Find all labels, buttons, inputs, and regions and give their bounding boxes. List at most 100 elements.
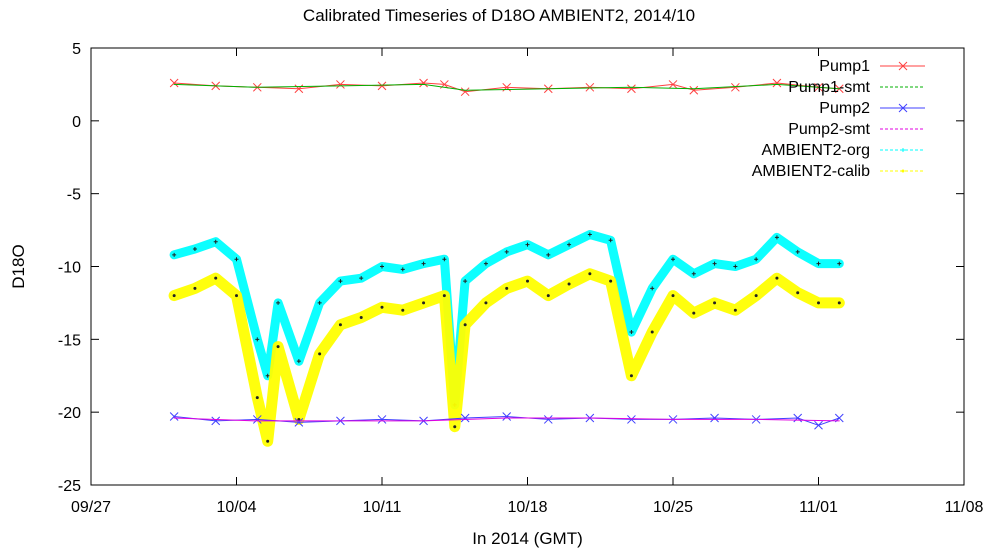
- data-point: [837, 301, 841, 305]
- data-point: [608, 238, 613, 243]
- data-point: [543, 415, 553, 424]
- data-point: [453, 425, 457, 429]
- legend-label: Pump2-smt: [788, 121, 870, 138]
- series-pump2-smt: [173, 417, 840, 422]
- legend-label: Pump2: [819, 100, 870, 117]
- data-point: [668, 80, 678, 89]
- data-point: [775, 276, 779, 280]
- data-point: [463, 279, 468, 284]
- data-point: [169, 412, 179, 421]
- data-point: [772, 78, 782, 88]
- data-point: [169, 78, 179, 88]
- data-point: [588, 272, 592, 276]
- data-point: [214, 276, 218, 280]
- data-point: [774, 235, 779, 240]
- data-point: [733, 308, 737, 312]
- y-tick-label: 5: [72, 41, 81, 58]
- legend-label: Pump1-smt: [788, 79, 870, 96]
- series-pump1-smt: [173, 83, 840, 91]
- data-point: [733, 264, 738, 269]
- series-line: [173, 417, 840, 422]
- data-point: [484, 301, 488, 305]
- x-tick-label: 10/25: [653, 499, 693, 516]
- data-point: [629, 374, 633, 378]
- x-tick-label: 11/01: [799, 499, 838, 516]
- data-point: [172, 294, 176, 298]
- data-point: [419, 78, 428, 88]
- data-point: [650, 330, 654, 334]
- x-tick-label: 11/08: [945, 499, 984, 516]
- data-point: [172, 252, 177, 257]
- x-axis-label: In 2014 (GMT): [472, 529, 583, 548]
- data-point: [265, 373, 270, 378]
- data-point: [525, 242, 530, 247]
- data-point: [671, 257, 675, 262]
- data-point: [213, 239, 218, 244]
- data-point: [502, 412, 512, 421]
- data-point: [689, 85, 699, 95]
- data-point: [837, 261, 842, 266]
- data-point: [463, 323, 467, 327]
- data-point: [235, 294, 238, 298]
- chart-title: Calibrated Timeseries of D18O AMBIENT2, …: [302, 6, 696, 25]
- data-point: [317, 300, 322, 305]
- y-axis-label: D18O: [9, 244, 28, 288]
- data-point: [377, 81, 387, 91]
- data-point: [255, 396, 259, 400]
- data-point: [627, 84, 636, 94]
- x-tick-label: 09/27: [71, 499, 111, 516]
- data-point: [546, 294, 550, 298]
- legend-marker: [898, 61, 908, 71]
- x-tick-label: 10/18: [507, 499, 547, 516]
- x-tick-label: 10/11: [363, 499, 402, 516]
- data-point: [380, 305, 384, 309]
- series-ambient2-calib: [168, 268, 845, 447]
- data-point: [338, 323, 342, 327]
- data-point: [587, 232, 592, 237]
- data-point: [504, 249, 509, 254]
- data-point: [276, 300, 281, 305]
- data-point: [567, 282, 571, 286]
- data-point: [252, 415, 262, 424]
- axes: 5 0 -5 -10 -15 -20 -25 09/27 10/04 10/11 10/18 10/2…: [58, 41, 984, 516]
- data-point: [710, 413, 719, 423]
- data-point: [377, 415, 387, 424]
- legend-label: Pump1: [819, 58, 870, 75]
- y-tick-label: -25: [58, 478, 81, 495]
- series-layer: [168, 78, 845, 447]
- data-point: [795, 249, 800, 254]
- data-point: [712, 261, 717, 266]
- data-point: [526, 279, 529, 283]
- data-point: [234, 257, 239, 262]
- data-point: [359, 315, 363, 319]
- data-point: [192, 247, 197, 252]
- legend: Pump1 Pump1-smt Pump2 Pump2-smt AMBIENT2-org…: [752, 58, 925, 180]
- data-point: [585, 82, 595, 92]
- data-point: [400, 267, 405, 272]
- y-tick-label: -5: [67, 187, 81, 204]
- data-point: [460, 413, 470, 423]
- data-point: [546, 252, 551, 257]
- data-point: [276, 345, 280, 349]
- data-point: [460, 87, 470, 97]
- data-point: [483, 261, 488, 266]
- data-point: [266, 439, 270, 443]
- series-line: [173, 83, 840, 91]
- legend-label: AMBIENT2-calib: [752, 163, 870, 180]
- data-point: [193, 286, 197, 290]
- data-point: [650, 286, 655, 291]
- data-point: [297, 417, 301, 421]
- data-point: [421, 261, 426, 266]
- data-point: [442, 257, 447, 262]
- y-tick-label: -15: [58, 332, 81, 349]
- data-point: [422, 301, 426, 305]
- x-tick-label: 10/04: [216, 499, 256, 516]
- y-tick-label: -10: [58, 260, 81, 277]
- data-point: [629, 330, 634, 335]
- data-point: [731, 82, 740, 92]
- data-point: [294, 418, 304, 427]
- data-point: [255, 337, 260, 342]
- data-point: [442, 294, 446, 298]
- data-point: [296, 359, 301, 364]
